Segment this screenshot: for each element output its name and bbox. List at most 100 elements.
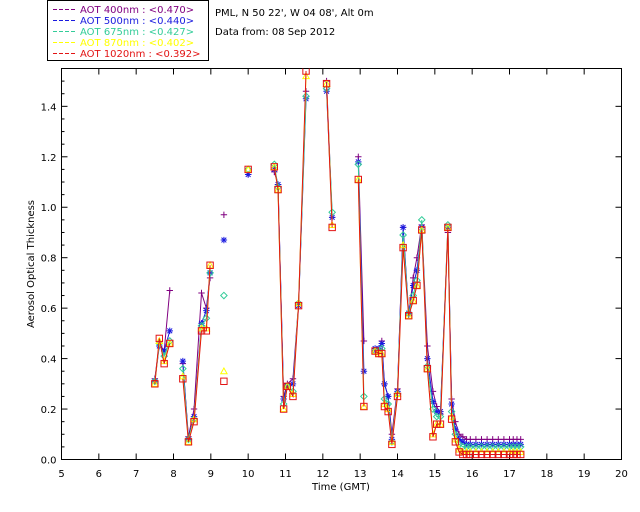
data-point: [500, 450, 508, 459]
data-point: [412, 281, 421, 289]
series-line: [374, 227, 521, 455]
data-point: [302, 68, 310, 75]
data-point: [429, 398, 437, 405]
data-point: [452, 426, 459, 433]
data-point: [472, 450, 480, 459]
data-point: [505, 450, 514, 459]
data-point: [516, 442, 525, 451]
data-point: [378, 349, 386, 358]
x-tick-label: 15: [428, 469, 441, 480]
series-5: [151, 68, 525, 459]
data-point: [206, 268, 214, 277]
x-tick-label: 17: [503, 469, 516, 480]
x-tick-label: 13: [354, 469, 367, 480]
data-point: [190, 417, 198, 426]
x-tick-label: 12: [316, 469, 329, 480]
data-point: [354, 160, 363, 169]
data-point: [270, 163, 279, 171]
y-axis-label: Aerosol Optical Thickness: [26, 200, 37, 328]
x-tick-label: 11: [279, 469, 292, 480]
legend-box: [47, 0, 209, 61]
data-point: [405, 312, 413, 320]
data-point: [409, 296, 418, 304]
plot-frame: [61, 68, 622, 460]
data-point: [279, 405, 288, 413]
data-point: [178, 364, 187, 373]
data-point: [165, 339, 174, 347]
legend: AOT 400nm : <0.470>AOT 500nm : <0.440>AO…: [47, 0, 209, 61]
series-4: [150, 71, 525, 455]
data-point: [322, 79, 331, 88]
data-point: [244, 165, 253, 173]
data-point: [399, 243, 407, 252]
data-point: [380, 402, 389, 411]
data-point: [197, 327, 206, 335]
series-line: [326, 83, 333, 228]
data-point: [184, 437, 193, 445]
x-tick-label: 6: [96, 469, 102, 480]
data-point: [179, 357, 187, 365]
series-line: [273, 71, 307, 410]
y-tick-label: 0.8: [41, 254, 57, 265]
legend-label: AOT 1020nm : <0.392>: [80, 49, 200, 60]
data-point: [244, 171, 252, 178]
legend-label: AOT 400nm : <0.470>: [80, 5, 194, 16]
data-point: [220, 377, 228, 386]
series-line: [273, 96, 307, 405]
data-point: [471, 442, 480, 451]
series-line: [375, 224, 521, 440]
data-point: [433, 408, 440, 415]
data-point: [409, 282, 417, 289]
location-text: PML, N 50 22', W 04 08', Alt 0m: [215, 8, 374, 19]
data-point: [198, 289, 205, 297]
x-tick-label: 7: [133, 469, 139, 480]
y-tick-label: 0.0: [41, 456, 57, 467]
data-point: [517, 450, 525, 459]
data-point: [179, 375, 187, 383]
data-point: [388, 440, 396, 449]
data-point: [289, 392, 297, 401]
legend-label: AOT 675nm : <0.427>: [80, 27, 194, 38]
data-point: [418, 226, 426, 234]
data-point: [509, 450, 517, 459]
data-point: [354, 175, 363, 184]
data-point: [513, 450, 521, 459]
data-point: [219, 291, 228, 300]
y-tick-label: 1.0: [41, 203, 57, 214]
data-point: [466, 442, 475, 451]
data-point: [202, 327, 211, 335]
legend-label: AOT 870nm : <0.402>: [80, 38, 194, 49]
data-point: [283, 382, 292, 391]
data-point: [455, 436, 463, 443]
data-point: [409, 296, 417, 305]
data-point: [203, 307, 210, 314]
y-tick-label: 1.2: [41, 153, 57, 164]
data-point: [483, 450, 491, 459]
data-point: [360, 402, 368, 411]
data-point: [220, 236, 228, 244]
data-point: [483, 442, 492, 451]
data-point: [477, 442, 486, 451]
data-point: [294, 301, 303, 310]
data-point: [302, 92, 310, 101]
data-point: [184, 438, 193, 446]
data-point: [378, 340, 386, 347]
data-point: [166, 287, 173, 294]
data-point: [417, 215, 426, 224]
data-point: [462, 450, 471, 459]
data-point: [404, 311, 413, 319]
series-line: [374, 227, 521, 453]
y-tick-label: 0.2: [41, 405, 57, 416]
data-point: [360, 337, 368, 345]
series-line: [375, 227, 521, 445]
data-point: [399, 224, 407, 231]
x-axis-label: Time (GMT): [311, 482, 370, 493]
data-point: [436, 420, 445, 428]
x-tick-label: 16: [466, 469, 479, 480]
data-point: [360, 368, 368, 375]
data-point: [499, 442, 508, 451]
data-point: [244, 165, 252, 174]
series-line: [182, 265, 211, 442]
data-point: [151, 380, 159, 388]
data-point: [447, 415, 456, 423]
